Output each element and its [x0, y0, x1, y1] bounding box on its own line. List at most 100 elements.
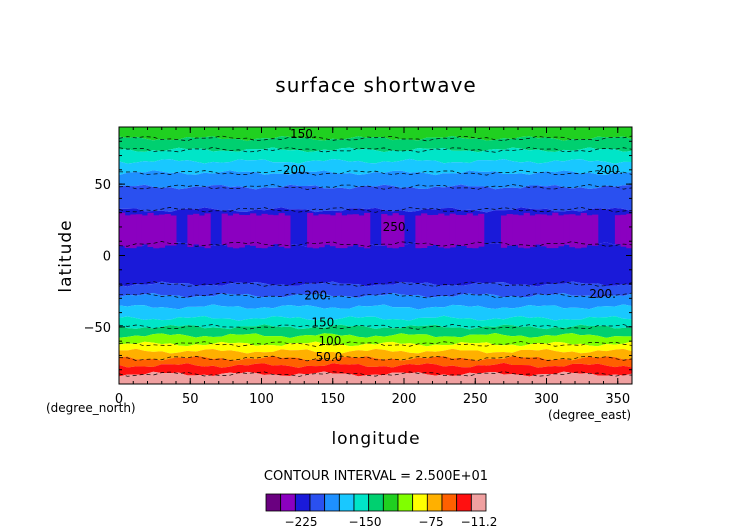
tropical-patch — [255, 215, 262, 248]
colorbar-swatch — [324, 493, 340, 512]
tropical-patch — [381, 214, 388, 246]
contour-label: 150. — [311, 316, 338, 330]
colorbar-swatch — [470, 493, 487, 512]
tropical-patch — [324, 214, 331, 245]
tropical-maximum-region — [119, 212, 633, 249]
tropical-patch — [461, 215, 468, 246]
plot-area: 150. 200. 200. 250. 200. 200. 150. 100. 50.0 — [118, 126, 633, 385]
tropical-patch — [506, 214, 513, 246]
tropical-patch — [227, 215, 234, 248]
tropical-patch — [250, 213, 257, 246]
tropical-patch — [575, 215, 582, 249]
tropical-patch — [580, 212, 587, 248]
contour-label: 200. — [596, 163, 623, 177]
tropical-patch — [421, 213, 428, 249]
x-tick-label: 100 — [249, 392, 274, 407]
latitude-band — [119, 292, 632, 310]
colorbar-swatch — [397, 493, 414, 512]
x-tick-label: 200 — [392, 392, 417, 407]
tropical-patch — [449, 213, 456, 248]
tropical-patch — [221, 213, 228, 245]
x-tick-label: 350 — [605, 392, 630, 407]
tropical-patch — [233, 213, 240, 249]
tropical-patch — [540, 214, 547, 247]
tropical-patch — [170, 215, 177, 246]
tropical-patch — [119, 212, 126, 247]
x-tick-label: 150 — [320, 392, 345, 407]
tropical-patch — [552, 212, 559, 249]
latitude-band — [119, 281, 632, 298]
contour-line — [118, 371, 633, 377]
tropical-patch — [335, 212, 342, 249]
tropical-patch — [398, 215, 405, 247]
tropical-patch — [284, 215, 291, 249]
tropical-patch — [261, 213, 268, 249]
tropical-patch — [563, 214, 570, 245]
tropical-patch — [529, 215, 536, 248]
x-tick-label: 250 — [463, 392, 488, 407]
colorbar-label: −11.2 — [461, 515, 498, 529]
contour-label: 100. — [319, 334, 346, 348]
tropical-patch — [478, 213, 485, 247]
x-tick-label: 0 — [115, 392, 123, 407]
latitude-band — [119, 184, 632, 213]
colorbar-swatch — [441, 493, 458, 512]
colorbar-swatch — [368, 493, 384, 512]
tropical-patch — [432, 214, 439, 245]
y-tick-label: 0 — [103, 250, 111, 265]
tropical-patch — [130, 214, 137, 249]
tropical-patch — [426, 215, 433, 247]
contour-interval-text: CONTOUR INTERVAL = 2.500E+01 — [264, 469, 488, 484]
latitude-band — [119, 127, 632, 141]
x-axis-label: longitude — [331, 429, 420, 449]
x-axis-ticks: 0 50 100 150 200 250 300 350 — [115, 127, 630, 407]
latitude-band — [119, 158, 632, 176]
colorbar-swatch — [426, 493, 443, 512]
tropical-patch — [187, 214, 194, 248]
latitude-band — [119, 147, 632, 164]
latitude-band — [119, 371, 632, 384]
tropical-patch — [158, 214, 166, 248]
colorbar-swatch — [456, 493, 472, 512]
tropical-patch — [136, 214, 143, 247]
x-tick-label: 300 — [534, 392, 559, 407]
tropical-patch — [546, 215, 553, 249]
y-tick-label: 50 — [94, 178, 111, 193]
chart-title: surface shortwave — [275, 73, 476, 97]
contour-line — [118, 147, 633, 153]
contour-label: 50.0 — [316, 350, 343, 364]
colorbar-swatch — [338, 493, 355, 512]
tropical-patch — [204, 213, 211, 249]
tropical-patch — [535, 214, 542, 245]
contour-line — [118, 169, 633, 176]
tropical-patch — [592, 214, 599, 246]
latitude-band — [119, 362, 632, 377]
colorbar-label: −75 — [418, 515, 443, 529]
colorbar-swatch — [309, 493, 326, 512]
latitude-band — [119, 341, 632, 354]
colorbar — [265, 493, 487, 512]
colorbar-swatch — [412, 493, 428, 512]
latitude-band — [119, 135, 632, 153]
contour-label: 200. — [304, 288, 331, 302]
colorbar-swatch — [294, 493, 311, 512]
tropical-patch — [267, 214, 274, 247]
y-axis-label: latitude — [56, 219, 76, 292]
y-axis-ticks: 50 0 −50 — [84, 140, 632, 371]
colorbar-swatch — [265, 493, 282, 512]
colorbar-swatch — [353, 493, 370, 512]
colorbar-swatch — [280, 493, 296, 512]
tropical-patch — [147, 212, 154, 248]
tropical-patch — [238, 214, 245, 248]
tropical-patch — [620, 214, 627, 247]
tropical-patch — [518, 215, 525, 248]
tropical-patch — [472, 215, 479, 249]
tropical-patch — [124, 215, 131, 249]
tropical-patch — [392, 213, 399, 249]
tropical-patch — [307, 212, 314, 248]
contour-line — [118, 241, 633, 248]
latitude-band — [119, 170, 632, 190]
tropical-patch — [193, 213, 200, 245]
x-axis-unit: (degree_east) — [548, 408, 631, 422]
tropical-patch — [386, 215, 394, 248]
